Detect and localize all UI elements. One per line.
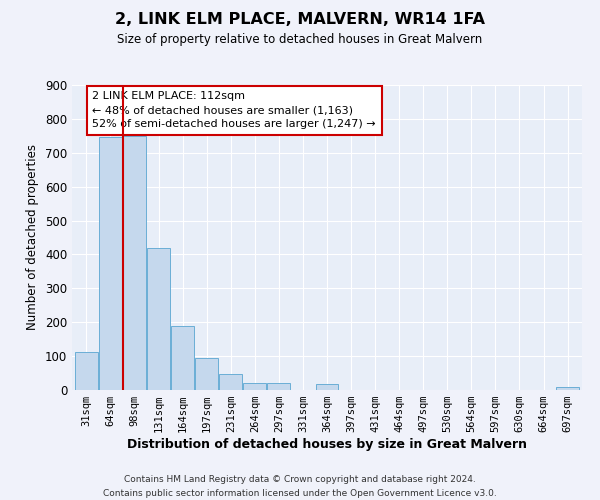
Bar — [147, 248, 170, 390]
Bar — [316, 384, 338, 390]
Y-axis label: Number of detached properties: Number of detached properties — [26, 144, 40, 330]
Text: Size of property relative to detached houses in Great Malvern: Size of property relative to detached ho… — [118, 32, 482, 46]
Bar — [244, 382, 266, 390]
Bar — [220, 374, 242, 390]
Bar — [99, 136, 122, 390]
Text: Contains HM Land Registry data © Crown copyright and database right 2024.
Contai: Contains HM Land Registry data © Crown c… — [103, 476, 497, 498]
Bar — [268, 383, 290, 390]
X-axis label: Distribution of detached houses by size in Great Malvern: Distribution of detached houses by size … — [127, 438, 527, 451]
Text: 2, LINK ELM PLACE, MALVERN, WR14 1FA: 2, LINK ELM PLACE, MALVERN, WR14 1FA — [115, 12, 485, 28]
Bar — [171, 326, 194, 390]
Bar — [556, 388, 579, 390]
Bar — [123, 136, 146, 390]
Bar — [75, 352, 98, 390]
Bar — [195, 358, 218, 390]
Text: 2 LINK ELM PLACE: 112sqm
← 48% of detached houses are smaller (1,163)
52% of sem: 2 LINK ELM PLACE: 112sqm ← 48% of detach… — [92, 91, 376, 129]
